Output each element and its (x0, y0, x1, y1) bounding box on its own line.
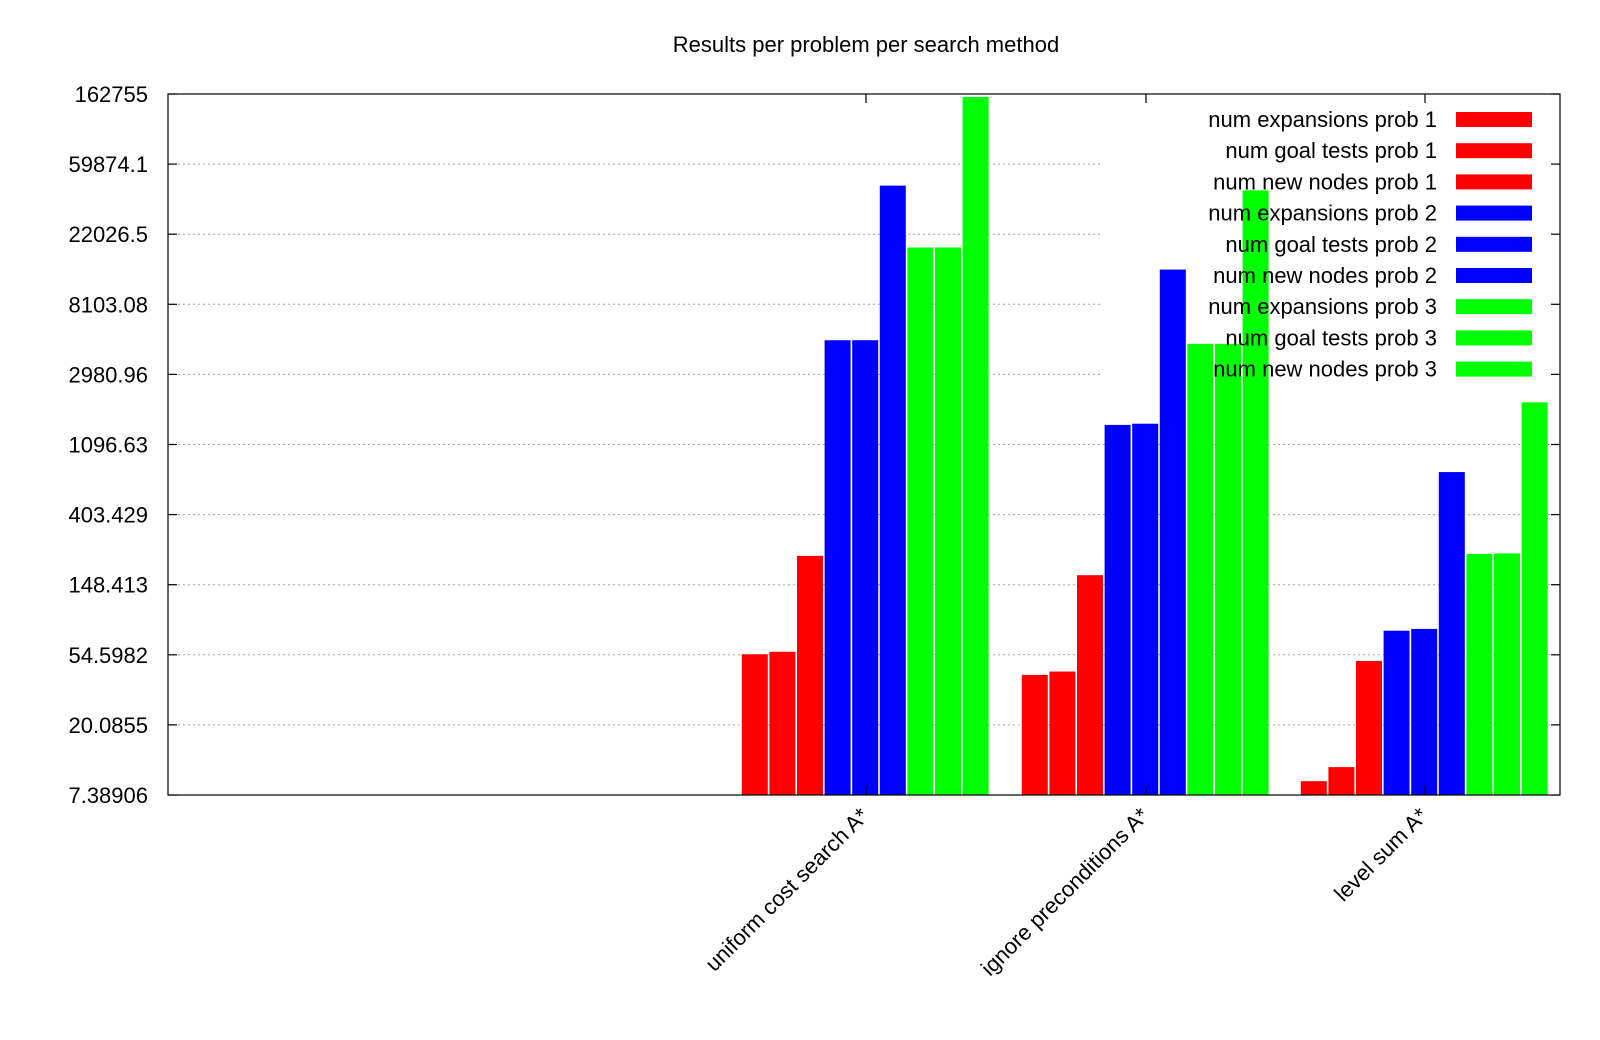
bar (1049, 671, 1076, 795)
bar (797, 555, 823, 795)
legend-swatch (1456, 361, 1532, 377)
y-tick-label: 403.429 (68, 503, 148, 528)
bar (1132, 423, 1159, 795)
legend-label: num new nodes prob 2 (1213, 263, 1437, 288)
bar (1242, 190, 1269, 796)
y-tick-label: 148.413 (68, 573, 148, 598)
legend-swatch (1456, 112, 1532, 127)
bar (1356, 660, 1382, 795)
bar (1021, 674, 1048, 795)
bar (824, 340, 851, 795)
legend: num expansions prob 1 num goal tests prob… (1208, 107, 1532, 382)
bar (1159, 269, 1186, 796)
bars-layer (741, 97, 1548, 796)
bar (1383, 630, 1410, 795)
y-tick-label: 7.38906 (68, 783, 148, 808)
x-tick-label: uniform cost search A* (700, 803, 874, 977)
legend-swatch (1456, 205, 1532, 221)
y-tick-label: 59874.1 (68, 152, 148, 177)
bar (852, 340, 879, 795)
x-tick-label: ignore preconditions A* (976, 803, 1154, 981)
legend-swatch (1456, 174, 1532, 190)
legend-swatch (1456, 143, 1532, 159)
bar (741, 654, 768, 795)
bar (1187, 343, 1214, 795)
bar (1466, 553, 1493, 795)
legend-label: num new nodes prob 1 (1213, 169, 1437, 194)
legend-swatch (1456, 299, 1532, 315)
bar (1328, 767, 1355, 795)
bar (879, 185, 906, 795)
legend-label: num goal tests prob 2 (1225, 232, 1437, 257)
legend-label: num goal tests prob 1 (1225, 138, 1437, 163)
y-tick-label: 2980.96 (68, 362, 148, 387)
bar (962, 97, 989, 795)
legend-label: num new nodes prob 3 (1213, 357, 1437, 382)
bar (1411, 628, 1438, 795)
y-tick-label: 22026.5 (68, 222, 148, 247)
plot-frame (167, 93, 1561, 796)
legend-swatch (1456, 330, 1532, 346)
bar (1215, 343, 1241, 795)
chart-title: Results per problem per search method (673, 32, 1059, 57)
legend-label: num goal tests prob 3 (1225, 325, 1437, 350)
bar (1104, 424, 1131, 795)
bar (1494, 553, 1520, 795)
legend-swatch (1456, 236, 1532, 252)
y-tick-label: 54.5982 (68, 643, 148, 668)
y-tick-label: 8103.08 (68, 292, 148, 317)
bar (1300, 781, 1327, 795)
bar (935, 247, 961, 795)
bar (769, 651, 796, 795)
y-tick-label: 162755 (75, 82, 148, 107)
y-tick-label: 1096.63 (68, 433, 148, 458)
bar (1438, 472, 1465, 795)
legend-label: num expansions prob 3 (1208, 294, 1437, 319)
bar (1077, 575, 1103, 795)
bar (907, 247, 934, 795)
bar (1521, 402, 1548, 795)
legend-label: num expansions prob 2 (1208, 201, 1437, 226)
legend-swatch (1456, 268, 1532, 283)
y-tick-label: 20.0855 (68, 713, 148, 738)
legend-label: num expansions prob 1 (1208, 107, 1437, 132)
x-tick-label: level sum A* (1329, 803, 1433, 907)
